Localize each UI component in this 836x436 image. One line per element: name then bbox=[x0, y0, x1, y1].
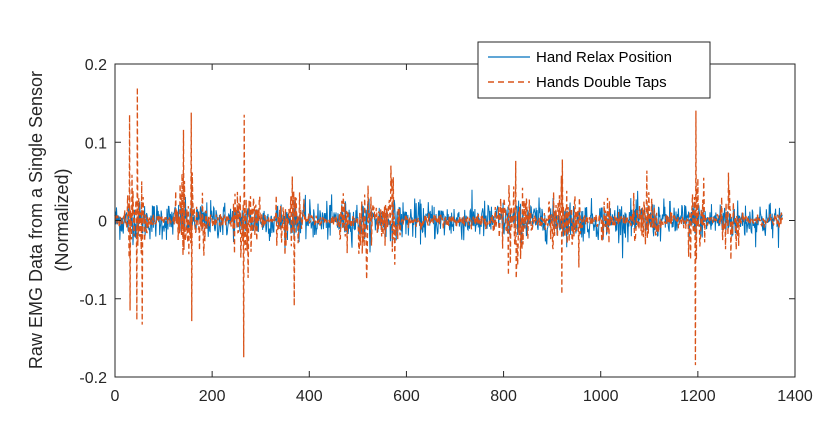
y-tick-label: 0.2 bbox=[85, 57, 107, 74]
x-tick-label: 1000 bbox=[583, 388, 619, 405]
x-tick-label: 1400 bbox=[777, 388, 813, 405]
y-axis-title-line2: (Normalized) bbox=[52, 168, 72, 271]
y-tick-label: -0.1 bbox=[79, 292, 107, 309]
y-tick-label: -0.2 bbox=[79, 370, 107, 387]
x-tick-label: 600 bbox=[393, 388, 420, 405]
plot-area bbox=[114, 87, 784, 366]
y-tick-label: 0.1 bbox=[85, 135, 107, 152]
legend-box bbox=[477, 41, 711, 99]
x-tick-label: 1200 bbox=[680, 388, 716, 405]
legend-label-taps: Hands Double Taps bbox=[536, 74, 667, 91]
x-tick-label: 200 bbox=[199, 388, 226, 405]
x-tick-label: 800 bbox=[490, 388, 517, 405]
y-axis-title: Raw EMG Data from a Single Sensor bbox=[26, 71, 46, 369]
x-tick-label: 0 bbox=[111, 388, 120, 405]
legend: Hand Relax Position Hands Double Taps bbox=[477, 41, 711, 99]
y-tick-label: 0 bbox=[98, 214, 107, 231]
series-line-hands-double-taps bbox=[114, 87, 784, 366]
legend-label-relax: Hand Relax Position bbox=[536, 49, 672, 66]
x-tick-label: 400 bbox=[296, 388, 323, 405]
tick-labels: 0 200 400 600 800 1000 1200 1400 -0.2 -0.1 0 0.1 0.2 bbox=[79, 57, 812, 405]
